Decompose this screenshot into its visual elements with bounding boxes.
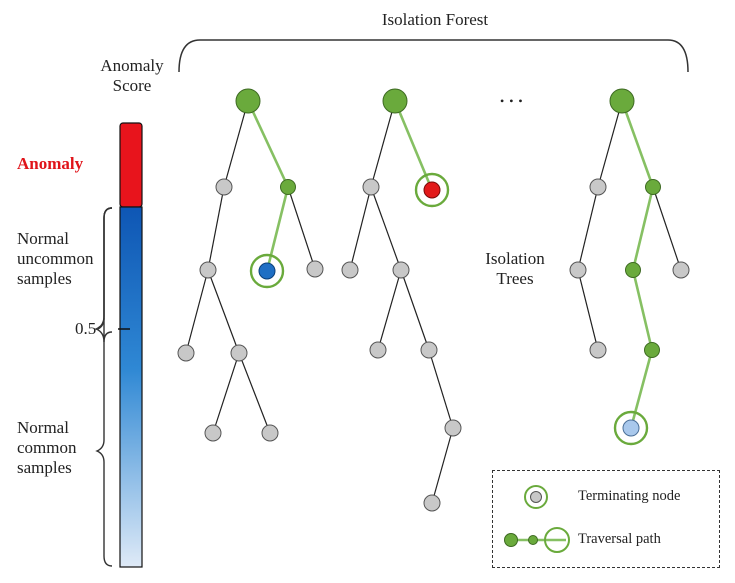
- uncommon-line3: samples: [17, 269, 72, 289]
- trees-label-line2: Trees: [496, 269, 534, 289]
- legend-terminating-ring: [524, 485, 548, 509]
- tree-3-terminating-ring: [613, 410, 649, 446]
- tree-3-traversal-edge: [631, 186, 655, 271]
- tree-1-node: [177, 344, 195, 362]
- tree-1-edge: [207, 269, 240, 354]
- legend-traversal-label: Traversal path: [578, 531, 661, 547]
- legend-terminating-label: Terminating node: [578, 488, 681, 504]
- tree-1-edge: [212, 352, 240, 434]
- tree-2-edge: [370, 100, 396, 188]
- tree-1-edge: [223, 100, 249, 188]
- tree-3-edge: [652, 186, 682, 271]
- tree-2-traversal-edge: [393, 100, 434, 191]
- tree-1-edge: [185, 269, 209, 354]
- score-bar-normal-segment: [119, 206, 143, 568]
- tree-1-root-node: [235, 88, 261, 114]
- tree-2-node: [369, 341, 387, 359]
- tree-3-node: [672, 261, 690, 279]
- legend-path-node-1: [504, 533, 518, 547]
- tree-1-node: [204, 424, 222, 442]
- tree-1-edge: [287, 186, 316, 270]
- tree-3-edge: [577, 269, 599, 351]
- tree-1-edge: [238, 352, 271, 434]
- tree-2-node: [362, 178, 380, 196]
- common-line2: common: [17, 438, 77, 458]
- tree-2-node: [444, 419, 462, 437]
- tree-1-node: [230, 344, 248, 362]
- tree-1-node: [261, 424, 279, 442]
- common-line3: samples: [17, 458, 72, 478]
- tree-1-terminating-ring: [249, 253, 285, 289]
- tree-1-traversal-edge: [265, 186, 290, 272]
- tree-1-edge: [207, 186, 225, 271]
- legend-symbols: [504, 485, 570, 553]
- legend-path-node-2: [528, 535, 538, 545]
- forest-title: Isolation Forest: [381, 10, 489, 29]
- tree-nodes: [177, 88, 690, 512]
- score-bar-anomaly-segment: [119, 122, 143, 208]
- tree-2-terminating-ring: [414, 172, 450, 208]
- tree-2-edge: [349, 186, 372, 271]
- tree-2-edge: [370, 186, 402, 271]
- tree-3-node: [589, 341, 607, 359]
- tree-2-edge: [428, 349, 454, 429]
- legend-path-ring: [544, 527, 570, 553]
- score-bar: [118, 122, 143, 568]
- legend-terminating-node: [530, 491, 542, 503]
- tree-3-node: [625, 262, 641, 278]
- tree-3-node: [645, 179, 661, 195]
- score-title-line2: Score: [112, 76, 152, 96]
- common-label: Normal common samples: [17, 418, 77, 478]
- tree-1-node: [215, 178, 233, 196]
- tree-3-edge: [597, 100, 623, 188]
- tree-3-edge: [577, 186, 599, 271]
- legend-box: [492, 470, 720, 568]
- tree-3-traversal-edge: [620, 100, 655, 188]
- tree-2-node: [420, 341, 438, 359]
- tree-edges: [185, 100, 682, 504]
- ellipsis: • • •: [500, 94, 524, 108]
- tree-2-edge: [431, 427, 454, 504]
- common-line1: Normal: [17, 418, 69, 437]
- uncommon-line2: uncommon: [17, 249, 94, 269]
- anomaly-label: Anomaly: [17, 154, 84, 173]
- tree-2-root-node: [382, 88, 408, 114]
- common-brace: [95, 331, 113, 567]
- tree-2-node: [423, 494, 441, 512]
- tree-1-node: [199, 261, 217, 279]
- uncommon-label: Normal uncommon samples: [17, 229, 94, 289]
- tree-2-node: [423, 181, 441, 199]
- uncommon-line1: Normal: [17, 229, 69, 248]
- tree-3-root-node: [609, 88, 635, 114]
- isolation-trees-label: Isolation Trees: [476, 249, 554, 289]
- score-title: Anomaly Score: [96, 56, 168, 96]
- tree-1-node: [306, 260, 324, 278]
- tree-3-traversal-edge: [629, 349, 654, 429]
- tree-3-traversal-edge: [631, 269, 654, 351]
- tree-1-traversal-edge: [246, 100, 290, 188]
- tree-3-node: [644, 342, 660, 358]
- tree-3-node: [569, 261, 587, 279]
- tree-1-node: [280, 179, 296, 195]
- tree-2-node: [392, 261, 410, 279]
- threshold-label: 0.5: [75, 319, 97, 338]
- tree-1-node: [258, 262, 276, 280]
- tree-3-node: [622, 419, 640, 437]
- forest-brace: [178, 39, 689, 73]
- tree-2-node: [341, 261, 359, 279]
- tree-2-edge: [400, 269, 430, 351]
- trees-label-line1: Isolation: [485, 249, 545, 268]
- score-title-line1: Anomaly: [100, 56, 164, 75]
- tree-3-node: [589, 178, 607, 196]
- tree-2-edge: [377, 269, 402, 351]
